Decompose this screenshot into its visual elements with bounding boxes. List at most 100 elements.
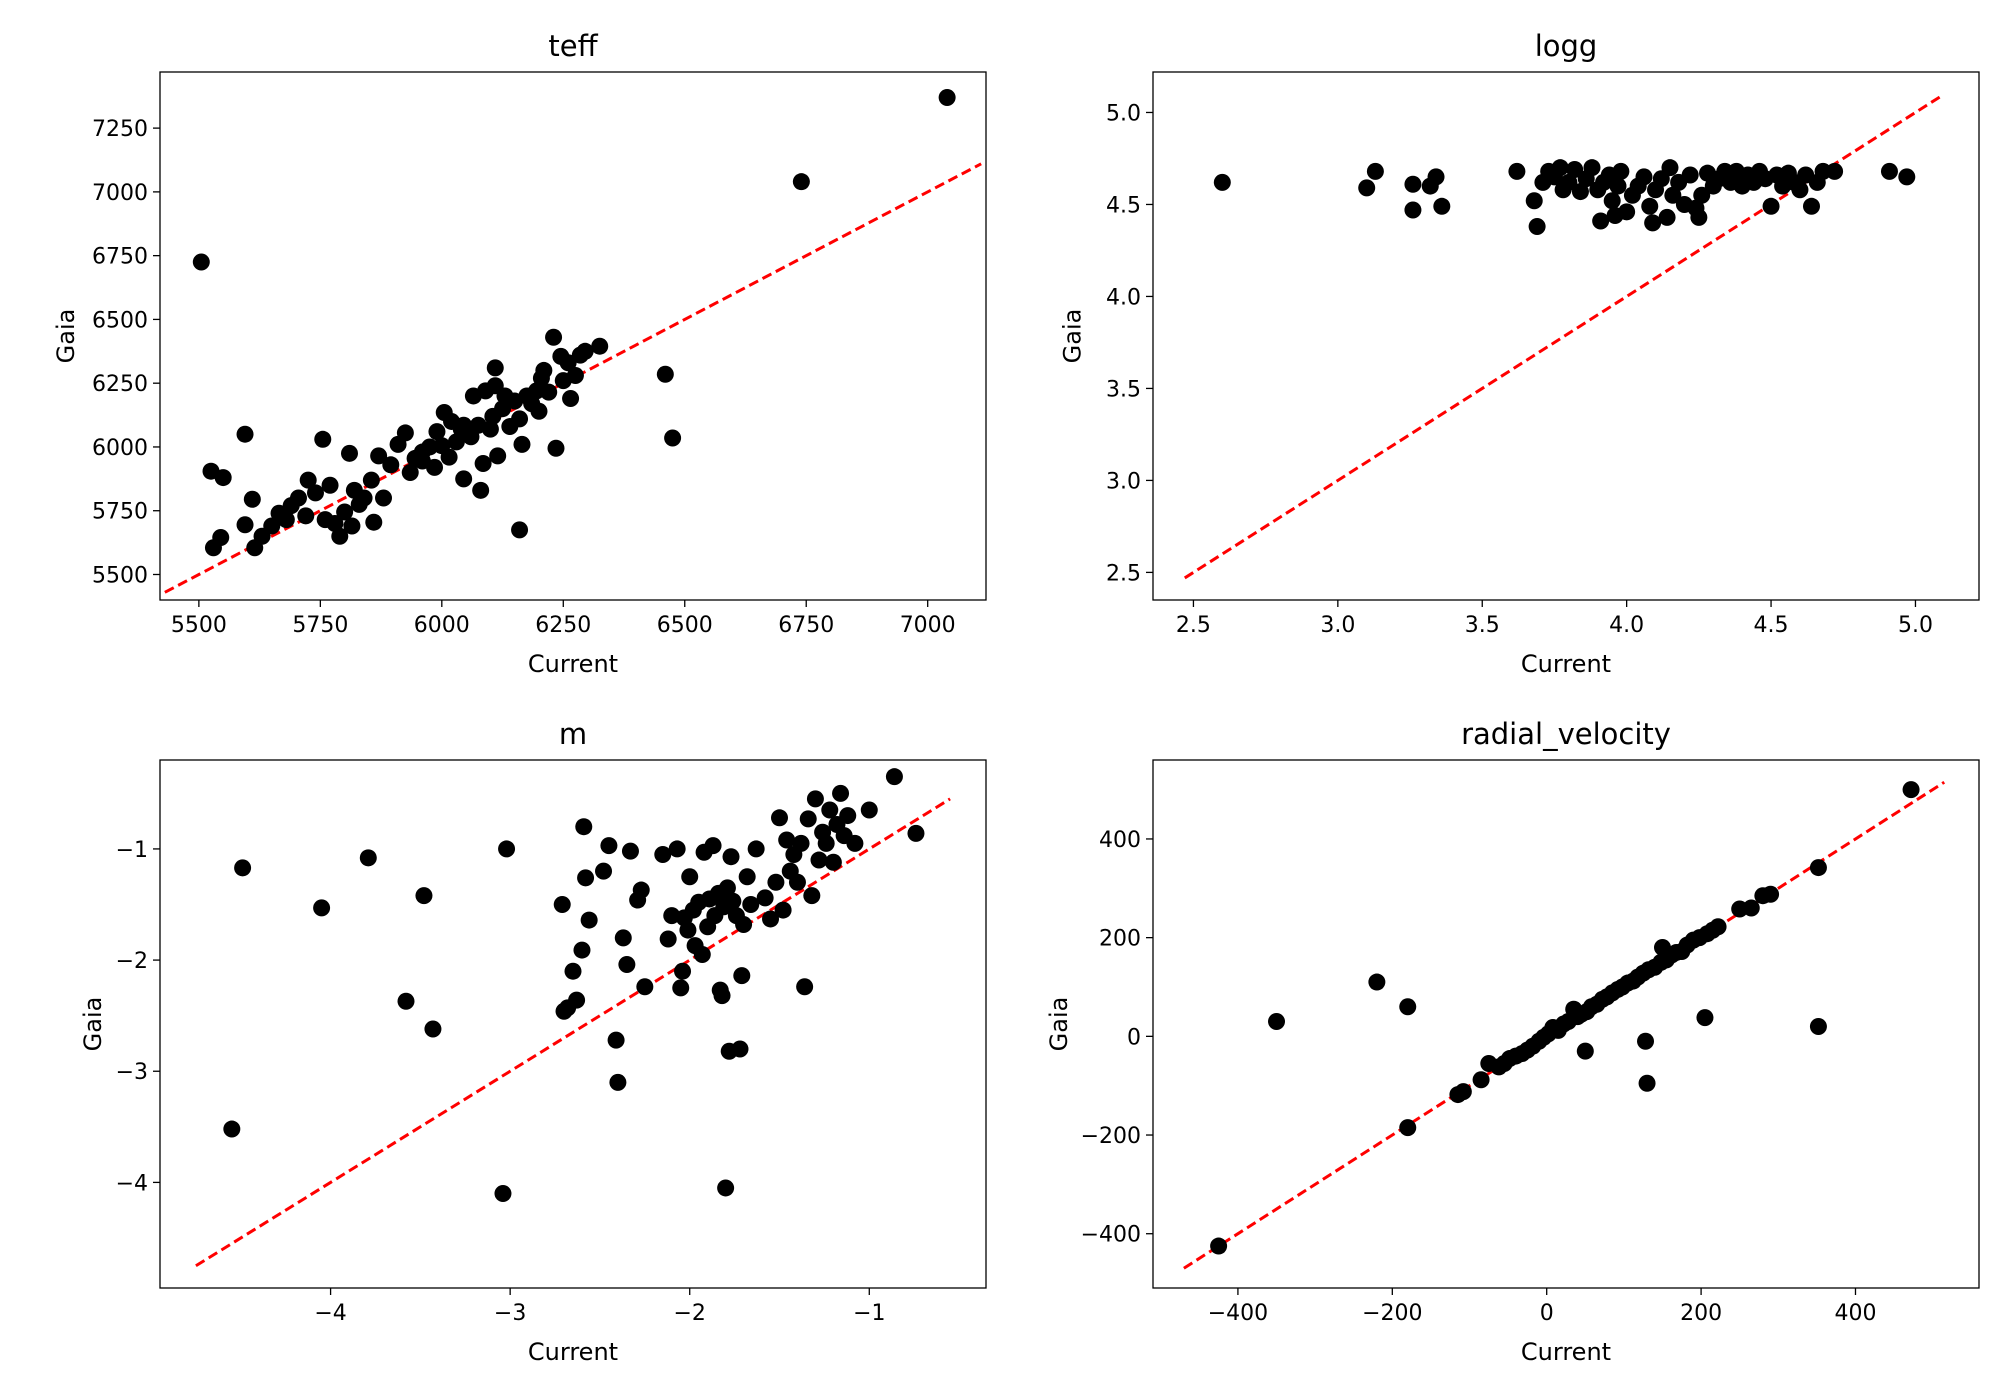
x-tick-label: 4.0 — [1609, 613, 1644, 638]
y-tick-label: 5.0 — [1106, 101, 1141, 126]
y-tick-label: −200 — [1081, 1124, 1141, 1149]
data-point — [817, 834, 835, 852]
x-axis-label: Current — [528, 650, 618, 678]
data-point — [362, 471, 380, 489]
x-tick-label: 5500 — [171, 613, 227, 638]
data-point — [733, 967, 751, 985]
y-tick-label: 3.5 — [1106, 377, 1141, 402]
data-point — [1268, 1013, 1286, 1031]
data-point — [806, 790, 824, 808]
x-tick-label: 5750 — [292, 613, 348, 638]
data-point — [314, 430, 332, 448]
data-point — [236, 425, 254, 443]
data-point — [1638, 1074, 1656, 1092]
x-axis-label: Current — [1521, 650, 1611, 678]
data-point — [1661, 159, 1679, 177]
data-point — [1560, 173, 1578, 191]
x-tick-label: 2.5 — [1176, 613, 1211, 638]
data-point — [636, 978, 654, 996]
data-point — [1576, 1042, 1594, 1060]
data-point — [336, 503, 354, 521]
x-axis-label: Current — [1521, 1338, 1611, 1366]
data-point — [1571, 183, 1589, 201]
data-point — [722, 848, 740, 866]
chart-title: radial_velocity — [1461, 717, 1671, 751]
data-point — [535, 361, 553, 379]
data-point — [1399, 1119, 1417, 1137]
data-point — [713, 987, 731, 1005]
y-axis-label: Gaia — [1045, 997, 1073, 1052]
x-tick-label: −2 — [673, 1301, 705, 1326]
data-point — [724, 892, 742, 910]
data-point — [672, 979, 690, 997]
data-point — [778, 831, 796, 849]
data-point — [511, 521, 529, 539]
data-point — [704, 837, 722, 855]
data-point — [821, 801, 839, 819]
data-point — [424, 1020, 442, 1038]
data-point — [486, 359, 504, 377]
data-point — [575, 818, 593, 836]
data-point — [370, 447, 388, 465]
data-point — [792, 173, 810, 191]
y-tick-label: 6500 — [92, 308, 148, 333]
scatter-points — [192, 89, 956, 557]
data-point — [396, 424, 414, 442]
data-point — [1210, 1237, 1228, 1255]
data-point — [1472, 1071, 1490, 1089]
x-tick-label: −1 — [853, 1301, 885, 1326]
data-point — [359, 849, 377, 867]
data-point — [1644, 214, 1662, 232]
plot-frame — [159, 759, 987, 1289]
y-tick-label: 5500 — [92, 563, 148, 588]
data-point — [663, 907, 681, 925]
data-point — [350, 495, 368, 513]
data-point — [1641, 197, 1659, 215]
data-point — [774, 901, 792, 919]
data-point — [212, 529, 230, 547]
data-point — [607, 1031, 625, 1049]
data-point — [306, 484, 324, 502]
data-point — [1902, 781, 1920, 799]
y-tick-label: 6000 — [92, 436, 148, 461]
data-point — [664, 429, 682, 447]
y-tick-label: 6750 — [92, 245, 148, 270]
x-tick-label: 6750 — [778, 613, 834, 638]
data-point — [547, 439, 565, 457]
x-tick-label: 3.5 — [1465, 613, 1500, 638]
data-point — [447, 433, 465, 451]
data-point — [1399, 998, 1417, 1016]
x-tick-label: 200 — [1680, 1301, 1722, 1326]
data-point — [1603, 192, 1621, 210]
data-point — [756, 889, 774, 907]
data-point — [313, 899, 331, 917]
data-point — [234, 859, 252, 877]
data-point — [693, 946, 711, 964]
data-point — [614, 929, 632, 947]
data-point — [668, 840, 686, 858]
y-axis-label: Gaia — [79, 997, 107, 1052]
y-tick-label: 0 — [1127, 1025, 1141, 1050]
y-tick-label: 7250 — [92, 117, 148, 142]
data-point — [1366, 162, 1384, 180]
data-point — [799, 810, 817, 828]
data-point — [632, 881, 650, 899]
y-tick-label: 2.5 — [1106, 561, 1141, 586]
data-point — [1762, 197, 1780, 215]
y-tick-label: 5750 — [92, 500, 148, 525]
data-point — [472, 481, 490, 499]
data-point — [1802, 197, 1820, 215]
data-point — [573, 941, 591, 959]
y-tick-label: 3.0 — [1106, 469, 1141, 494]
data-point — [214, 469, 232, 487]
data-point — [654, 845, 672, 863]
data-point — [243, 490, 261, 508]
data-point — [236, 516, 254, 534]
data-point — [1809, 1017, 1827, 1035]
chart-panel-1: 2.5 3.0 3.5 4.0 4.5 5.0 2.5 3.0 3.5 4.0 4.5 5.0 logg… — [1059, 29, 1980, 678]
data-point — [494, 1185, 512, 1203]
data-point — [1742, 899, 1760, 917]
data-point — [289, 489, 307, 507]
data-point — [1427, 168, 1445, 186]
data-point — [1508, 162, 1526, 180]
